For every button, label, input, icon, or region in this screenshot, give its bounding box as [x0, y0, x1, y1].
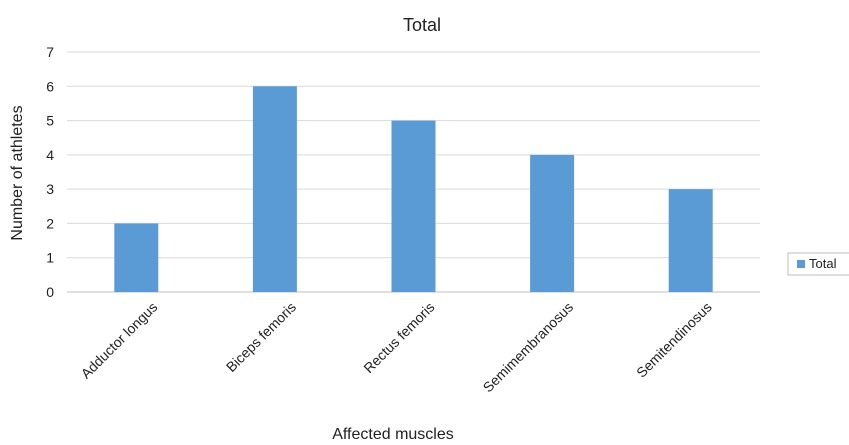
chart-title: Total [403, 15, 441, 35]
y-axis-label: Number of athletes [9, 105, 26, 240]
bar [668, 189, 713, 292]
y-tick-label: 4 [46, 147, 54, 163]
y-tick-label: 3 [46, 181, 54, 197]
y-tick-label: 6 [46, 78, 54, 94]
legend-box [787, 252, 849, 276]
x-axis-label: Affected muscles [332, 426, 454, 443]
bar [252, 86, 297, 293]
y-tick-label: 7 [46, 44, 54, 60]
bar [391, 120, 436, 292]
y-tick-label: 2 [46, 215, 54, 231]
bar [114, 223, 159, 292]
legend-swatch [797, 260, 805, 268]
legend: Total [787, 252, 849, 276]
x-tick-label: Rectus femoris [360, 299, 437, 376]
x-tick-label: Biceps femoris [223, 299, 299, 375]
y-tick-label: 1 [46, 250, 54, 266]
bars [114, 86, 713, 293]
y-tick-labels: 0 1 2 3 4 5 6 7 [46, 44, 54, 300]
y-tick-label: 5 [46, 113, 54, 129]
bar [530, 154, 575, 292]
x-tick-labels: Adductor longus Biceps femoris Rectus femo… [78, 299, 715, 396]
y-tick-label: 0 [46, 284, 54, 300]
x-tick-label: Adductor longus [78, 299, 161, 382]
legend-label: Total [809, 256, 837, 271]
x-tick-label: Semitendinosus [633, 299, 715, 381]
x-tick-label: Semimembranosus [480, 299, 577, 396]
